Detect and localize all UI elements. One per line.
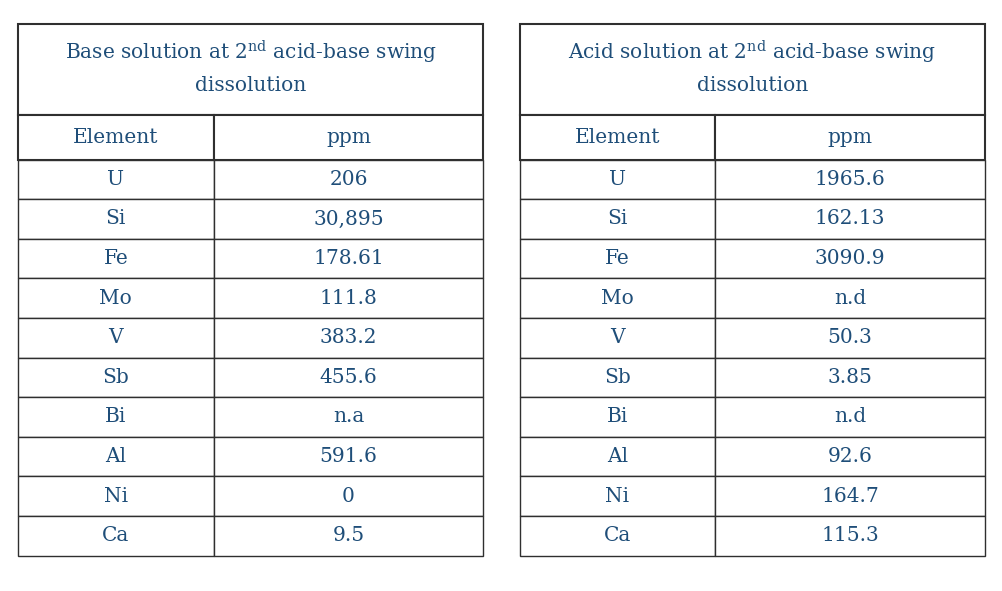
Text: Ni: Ni (103, 486, 127, 506)
Bar (519, 476, 714, 516)
Bar (213, 278, 483, 318)
Bar (213, 199, 483, 239)
Bar (714, 239, 984, 278)
Text: 162.13: 162.13 (814, 209, 885, 229)
Text: Al: Al (606, 447, 627, 466)
Bar (213, 397, 483, 437)
Text: Fe: Fe (604, 249, 629, 268)
Bar (519, 239, 714, 278)
Text: Element: Element (574, 128, 659, 147)
Bar (714, 115, 984, 160)
Bar (714, 199, 984, 239)
Text: Element: Element (73, 128, 158, 147)
Bar (714, 397, 984, 437)
Text: Bi: Bi (105, 407, 126, 427)
Bar (18, 318, 213, 358)
Bar (18, 278, 213, 318)
Text: U: U (107, 170, 124, 189)
Text: Base solution at 2$^{\mathregular{nd}}$ acid-base swing: Base solution at 2$^{\mathregular{nd}}$ … (65, 39, 436, 67)
Bar (714, 318, 984, 358)
Bar (213, 239, 483, 278)
Bar (18, 437, 213, 476)
Bar (714, 358, 984, 397)
Text: Ni: Ni (604, 486, 628, 506)
Bar (714, 476, 984, 516)
Bar (519, 358, 714, 397)
Bar (18, 239, 213, 278)
Text: dissolution: dissolution (696, 76, 807, 96)
Text: ppm: ppm (827, 128, 872, 147)
Bar (519, 160, 714, 199)
Text: Si: Si (105, 209, 126, 229)
Bar (213, 160, 483, 199)
Bar (714, 437, 984, 476)
Text: 383.2: 383.2 (320, 328, 377, 348)
Text: n.d: n.d (833, 407, 866, 427)
Text: 206: 206 (329, 170, 368, 189)
Bar (519, 516, 714, 556)
Bar (213, 476, 483, 516)
Text: 3090.9: 3090.9 (814, 249, 885, 268)
Text: 111.8: 111.8 (320, 288, 377, 308)
Text: n.d: n.d (833, 288, 866, 308)
Text: V: V (108, 328, 123, 348)
Text: Sb: Sb (102, 368, 129, 387)
Text: Bi: Bi (606, 407, 627, 427)
Text: Ca: Ca (603, 526, 630, 545)
Bar (519, 24, 984, 115)
Text: n.a: n.a (333, 407, 364, 427)
Bar (18, 115, 213, 160)
Text: 0: 0 (342, 486, 355, 506)
Text: 30,895: 30,895 (313, 209, 384, 229)
Text: 1965.6: 1965.6 (814, 170, 885, 189)
Text: 50.3: 50.3 (827, 328, 872, 348)
Bar (714, 160, 984, 199)
Bar (519, 437, 714, 476)
Bar (519, 115, 714, 160)
Text: 164.7: 164.7 (821, 486, 878, 506)
Text: 178.61: 178.61 (313, 249, 384, 268)
Bar (18, 516, 213, 556)
Bar (18, 24, 483, 115)
Bar (714, 516, 984, 556)
Bar (519, 278, 714, 318)
Bar (18, 199, 213, 239)
Bar (213, 516, 483, 556)
Bar (18, 476, 213, 516)
Bar (18, 397, 213, 437)
Bar (519, 397, 714, 437)
Text: Fe: Fe (103, 249, 128, 268)
Bar (213, 115, 483, 160)
Text: Mo: Mo (99, 288, 132, 308)
Bar (213, 437, 483, 476)
Text: Mo: Mo (600, 288, 633, 308)
Text: 92.6: 92.6 (827, 447, 872, 466)
Bar (714, 278, 984, 318)
Bar (18, 358, 213, 397)
Text: 3.85: 3.85 (827, 368, 872, 387)
Text: Ca: Ca (102, 526, 129, 545)
Text: 591.6: 591.6 (320, 447, 377, 466)
Bar (213, 318, 483, 358)
Bar (519, 318, 714, 358)
Bar (18, 160, 213, 199)
Text: ppm: ppm (326, 128, 371, 147)
Bar (213, 358, 483, 397)
Text: 455.6: 455.6 (320, 368, 377, 387)
Text: Si: Si (606, 209, 627, 229)
Text: Al: Al (105, 447, 126, 466)
Text: U: U (608, 170, 625, 189)
Text: Sb: Sb (603, 368, 630, 387)
Text: 9.5: 9.5 (332, 526, 364, 545)
Text: 115.3: 115.3 (821, 526, 878, 545)
Bar (519, 199, 714, 239)
Text: V: V (609, 328, 624, 348)
Text: Acid solution at 2$^{\mathregular{nd}}$ acid-base swing: Acid solution at 2$^{\mathregular{nd}}$ … (567, 39, 936, 67)
Text: dissolution: dissolution (195, 76, 306, 96)
